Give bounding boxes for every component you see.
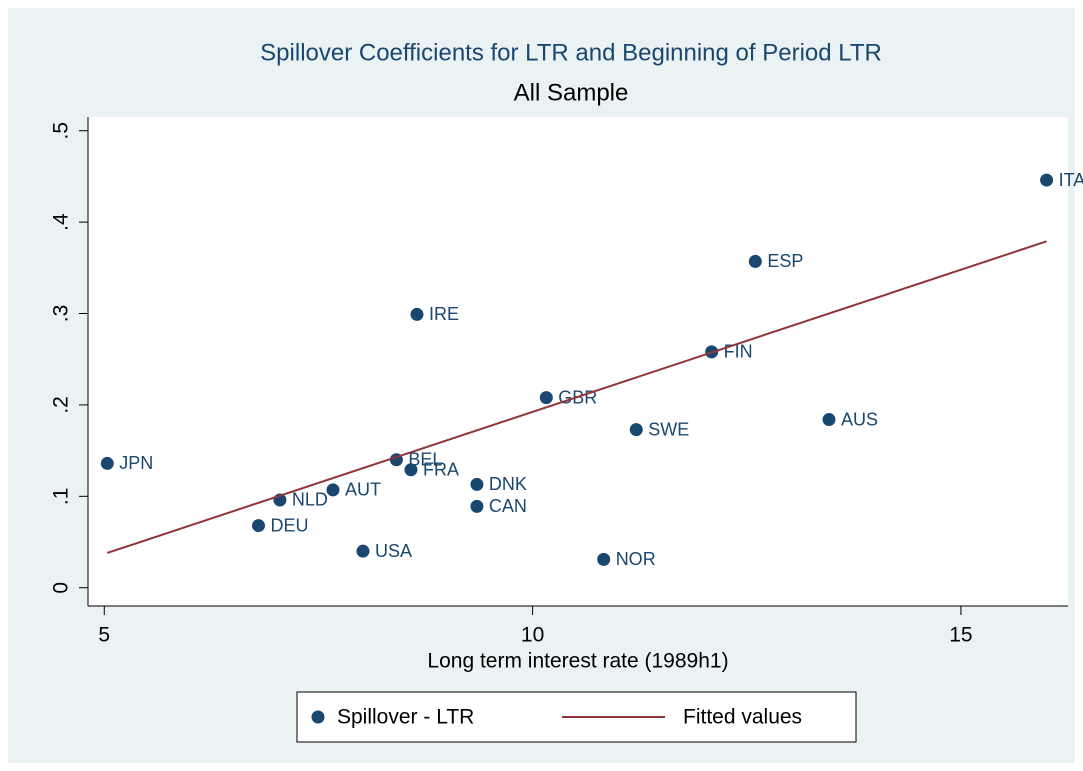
point (251, 519, 265, 533)
point-label: BEL (408, 450, 442, 470)
point-label: USA (375, 541, 412, 561)
point-label: FRA (423, 460, 459, 480)
y-tick-label: .1 (50, 488, 73, 506)
point (629, 423, 643, 437)
point-label: IRE (429, 304, 459, 324)
x-axis-label: Long term interest rate (1989h1) (427, 650, 728, 673)
chart-subtitle: All Sample (514, 79, 629, 106)
point-label: NOR (616, 549, 656, 569)
legend: Spillover - LTR Fitted values (296, 691, 857, 743)
point (470, 499, 484, 513)
plot-area (88, 117, 1068, 606)
y-tick-label: .2 (50, 396, 73, 414)
x-tick-label: 5 (98, 624, 110, 647)
point-label: NLD (292, 490, 328, 510)
point (822, 413, 836, 427)
point-label: DNK (489, 474, 527, 494)
point-label: AUT (345, 480, 381, 500)
point (410, 307, 424, 321)
x-tick-label: 15 (949, 624, 972, 647)
point (356, 544, 370, 558)
point-label: DEU (270, 515, 308, 535)
x-tick-label: 10 (521, 624, 544, 647)
legend-swatch (311, 710, 325, 724)
point (100, 456, 114, 470)
point (597, 552, 611, 566)
point-label: ESP (767, 251, 803, 271)
point-label: SWE (648, 419, 689, 439)
point (1040, 173, 1054, 187)
point (748, 254, 762, 268)
point (326, 483, 340, 497)
y-tick-label: 0 (50, 582, 73, 594)
legend-label: Fitted values (683, 706, 802, 729)
point (470, 477, 484, 491)
point (404, 463, 418, 477)
fitted-line (106, 240, 1047, 554)
y-tick-label: .4 (50, 213, 73, 231)
point-label: JPN (119, 453, 153, 473)
chart-title: Spillover Coefficients for LTR and Begin… (260, 39, 882, 66)
y-tick-label: .5 (50, 122, 73, 140)
point (539, 391, 553, 405)
legend-label: Spillover - LTR (337, 706, 474, 729)
point-label: AUS (841, 409, 878, 429)
point-label: CAN (489, 496, 527, 516)
y-tick-label: .3 (50, 305, 73, 323)
point-label: ITA (1059, 170, 1083, 190)
